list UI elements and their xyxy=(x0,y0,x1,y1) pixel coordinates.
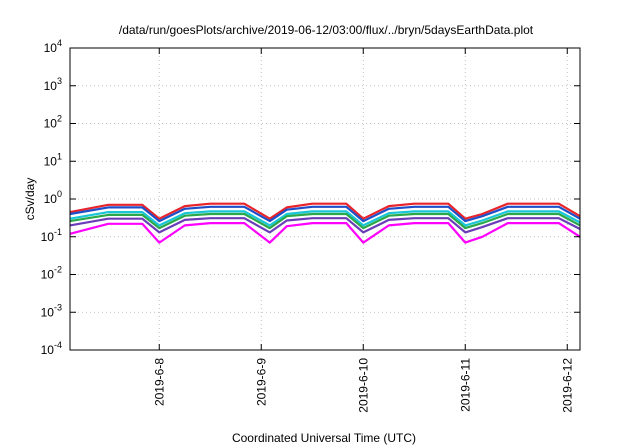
y-tick-label: 101 xyxy=(44,151,62,168)
series-group xyxy=(69,202,581,244)
grid xyxy=(70,48,580,350)
series-line-4 xyxy=(69,212,581,230)
series-line-1 xyxy=(69,202,581,220)
y-tick-label: 10-4 xyxy=(41,340,62,357)
y-tick-label: 10-1 xyxy=(41,227,62,244)
series-line-3 xyxy=(69,210,581,227)
series-line-6 xyxy=(69,222,581,244)
y-axis: 10-4 10-3 10-2 10-1 100 101 102 103 104 xyxy=(41,38,580,357)
x-tick-label: 2019-6-11 xyxy=(458,358,472,412)
x-tick-label: 2019-6-9 xyxy=(254,358,268,406)
x-axis: 2019-6-8 2019-6-9 2019-6-10 2019-6-11 2019-6… xyxy=(152,48,574,413)
y-tick-label: 103 xyxy=(44,76,62,93)
y-axis-label: cSv/day xyxy=(23,178,37,221)
series-line-2 xyxy=(69,205,581,223)
x-tick-label: 2019-6-12 xyxy=(560,358,574,413)
y-tick-label: 100 xyxy=(44,189,62,206)
y-tick-label: 102 xyxy=(44,114,62,131)
chart-title: /data/run/goesPlots/archive/2019-06-12/0… xyxy=(119,23,534,37)
series-line-5 xyxy=(69,217,581,234)
y-tick-label: 10-3 xyxy=(41,302,62,319)
x-tick-label: 2019-6-8 xyxy=(152,358,166,406)
x-axis-label: Coordinated Universal Time (UTC) xyxy=(232,431,416,445)
y-tick-label: 10-2 xyxy=(41,265,62,282)
x-tick-label: 2019-6-10 xyxy=(356,358,370,413)
y-tick-label: 104 xyxy=(44,38,62,55)
